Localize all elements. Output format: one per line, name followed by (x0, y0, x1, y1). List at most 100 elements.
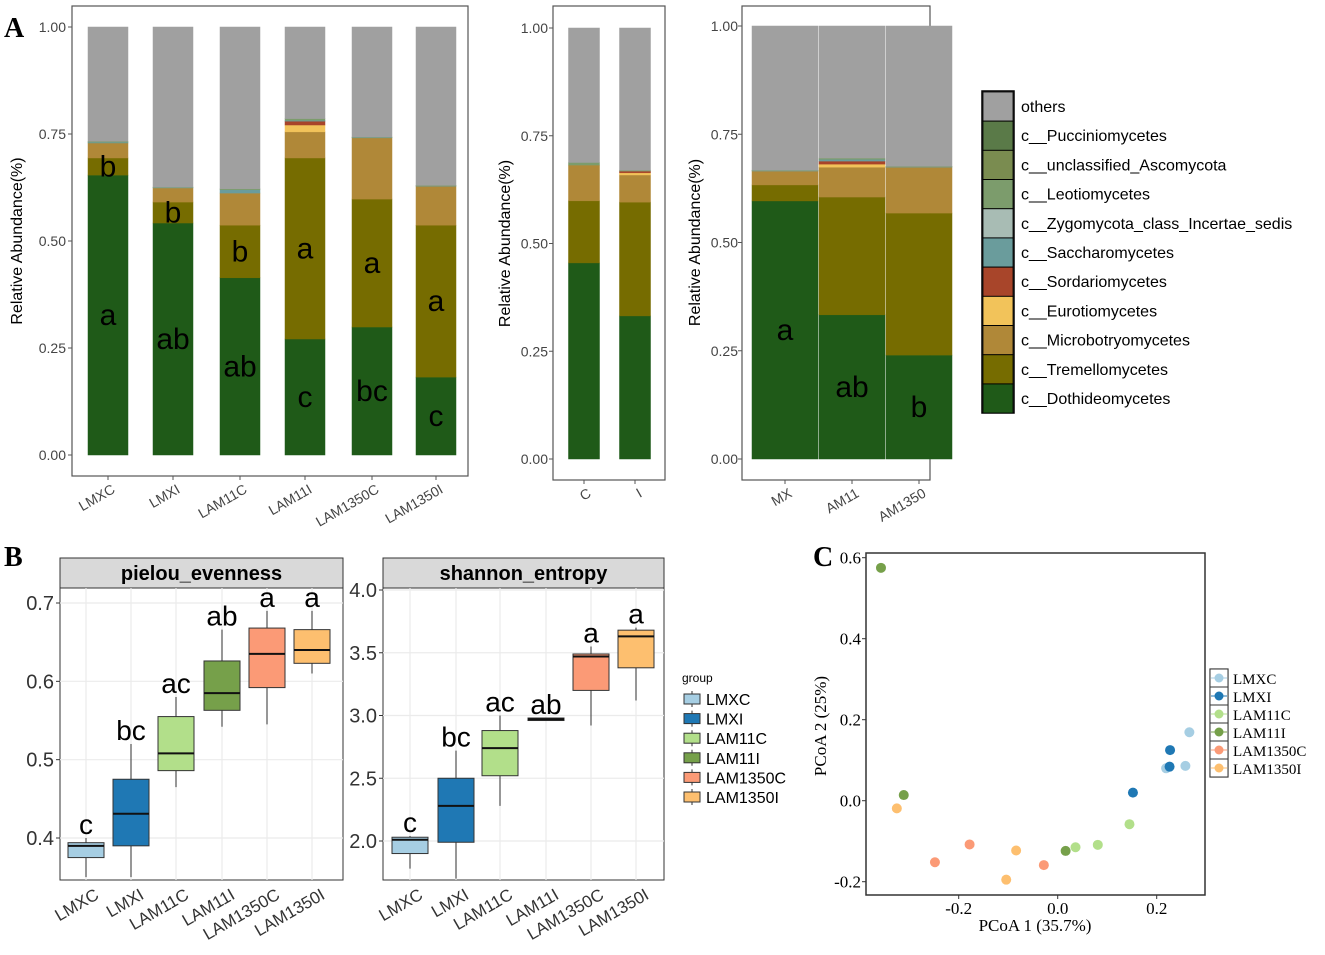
legend-swatch (982, 149, 1014, 180)
data-point (1180, 760, 1191, 771)
y-tick-label: 0.4 (26, 828, 54, 850)
y-tick-label: 0.5 (26, 750, 54, 772)
data-point (1070, 842, 1081, 853)
data-point (1184, 727, 1195, 738)
legend-key-point (1214, 763, 1224, 773)
significance-letter: bc (116, 715, 146, 746)
panel-label-b: B (4, 542, 23, 573)
bar-segment (219, 189, 261, 194)
y-tick-label: 0.25 (711, 343, 738, 359)
legend-key (683, 771, 701, 783)
y-axis-title: Relative Abundance(%) (687, 159, 704, 326)
legend-label: LAM1350C (706, 770, 786, 787)
significance-letter: a (364, 247, 381, 280)
bar-segment (751, 25, 819, 171)
data-point (964, 839, 975, 850)
y-tick-label: 0.4 (840, 630, 862, 649)
y-tick-label: 1.00 (711, 18, 738, 34)
legend-key-point (1214, 673, 1224, 683)
box (248, 627, 286, 689)
legend-label: LMXC (706, 692, 750, 709)
legend-label: LMXC (1233, 672, 1276, 688)
y-tick-label: 0.75 (39, 126, 66, 142)
bar-segment (152, 26, 194, 188)
box (391, 836, 429, 855)
bar-segment (219, 277, 261, 456)
y-tick-label: 0.0 (840, 792, 861, 811)
legend-label: c__unclassified_Ascomycota (1021, 157, 1227, 174)
x-axis-title: PCoA 1 (35.7%) (979, 916, 1092, 935)
legend-key (683, 752, 701, 764)
bar-segment (351, 198, 393, 328)
legend-label: c__Sordariomycetes (1021, 274, 1167, 291)
plot-frame (865, 552, 1206, 896)
data-point (1011, 845, 1022, 856)
legend-label: c__Leotiomycetes (1021, 187, 1150, 204)
bar-segment (818, 25, 886, 159)
data-point (875, 562, 886, 573)
x-tick-label: C (577, 485, 594, 504)
y-tick-label: 0.50 (39, 233, 66, 249)
significance-letter: a (100, 299, 117, 332)
significance-letter: ac (485, 687, 515, 718)
significance-letter: a (583, 617, 599, 648)
y-tick-label: 1.00 (39, 19, 66, 35)
significance-letter: b (100, 151, 117, 184)
y-axis-title: PCoA 2 (25%) (811, 676, 830, 776)
bar-segment (568, 162, 600, 166)
y-tick-label: 0.2 (840, 711, 861, 730)
x-tick-label: AM11 (823, 485, 862, 517)
significance-letter: b (232, 235, 249, 268)
bar-segment (568, 262, 600, 460)
significance-letter: ab (223, 350, 256, 383)
y-tick-label: 4.0 (349, 580, 377, 602)
bar-segment (568, 164, 600, 202)
bar-segment (568, 27, 600, 163)
x-tick-label: LMXC (376, 885, 426, 925)
x-tick-label: LMXC (76, 481, 118, 514)
y-tick-label: 0.00 (39, 447, 66, 463)
y-tick-label: 0.25 (521, 343, 548, 359)
facet-strip (59, 557, 344, 589)
significance-letter: a (628, 599, 644, 630)
y-tick-label: 1.00 (521, 20, 548, 36)
bar-segment (751, 170, 819, 186)
bar-segment (619, 174, 651, 203)
legend-swatch (982, 179, 1014, 210)
significance-letter: c (429, 400, 444, 433)
significance-letter: a (428, 285, 445, 318)
legend-swatch (982, 120, 1014, 151)
bar-segment (818, 159, 886, 162)
bar-segment (885, 25, 953, 167)
data-point (891, 803, 902, 814)
panel-label-c: C (813, 542, 833, 573)
significance-letter: ab (206, 601, 237, 632)
bar-segment (751, 184, 819, 202)
bar-segment (152, 222, 194, 456)
facet-strip (382, 557, 665, 589)
legend-swatch (982, 354, 1014, 385)
legend-key (683, 713, 701, 725)
legend-key (683, 732, 701, 744)
bar-segment (818, 163, 886, 168)
bar-segment (415, 224, 457, 378)
significance-letter: a (777, 314, 794, 347)
y-tick-label: 0.75 (521, 128, 548, 144)
significance-letter: b (911, 391, 928, 424)
x-tick-label: LAM11C (195, 481, 249, 522)
x-tick-label: AM1350 (875, 485, 928, 525)
bar-segment (818, 166, 886, 198)
bar-segment (885, 354, 953, 460)
legend-key-point (1214, 745, 1224, 755)
significance-letter: ab (530, 689, 561, 720)
plot-frame (71, 5, 469, 477)
bar-segment (415, 376, 457, 456)
y-tick-label: 0.00 (521, 451, 548, 467)
x-tick-label: I (633, 485, 644, 501)
x-tick-label: LAM1350I (382, 481, 445, 527)
legend-label: LAM11I (1233, 726, 1286, 742)
bar-segment (284, 118, 326, 121)
y-tick-label: 2.0 (349, 831, 377, 853)
bar-segment (885, 212, 953, 356)
